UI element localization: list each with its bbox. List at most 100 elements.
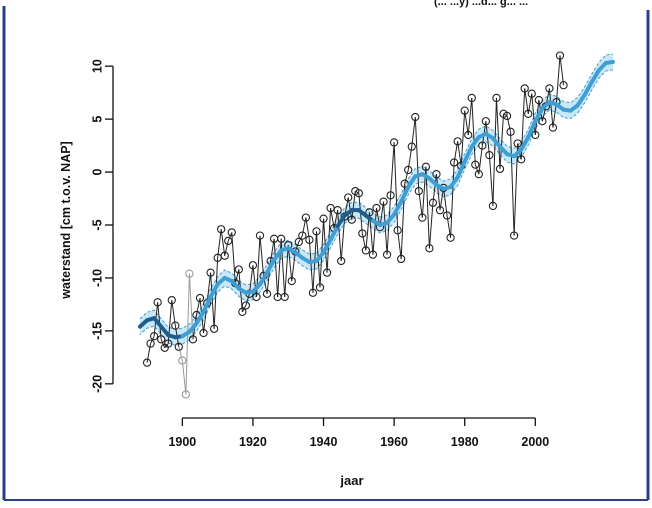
observed-point [287, 276, 296, 286]
observed-point [248, 261, 258, 270]
observed-line-segment [404, 169, 409, 184]
observed-line-segment [220, 229, 226, 256]
observed-point [280, 292, 289, 302]
observed-line-segment [164, 343, 169, 349]
observed-point [157, 335, 166, 344]
observed-point [559, 81, 568, 90]
observed-line-segment [460, 110, 466, 166]
observed-point [301, 213, 311, 222]
observed-point [305, 235, 314, 244]
band-upper-edge [139, 53, 614, 330]
observed-line-segment [308, 239, 314, 293]
observed-point [238, 307, 247, 316]
observed-point [382, 250, 392, 259]
trend-segment [406, 174, 418, 189]
observed-point [220, 251, 229, 260]
observed-line-segment [510, 131, 515, 236]
observed-line-segment [301, 217, 307, 236]
observed-point [485, 150, 494, 160]
observed-point [234, 265, 243, 274]
observed-point [488, 201, 498, 211]
observed-line-segment [414, 116, 420, 192]
observed-line-segment [425, 166, 430, 249]
observed-line-segment [252, 265, 257, 298]
observed-point [481, 117, 491, 126]
observed-line-segment [171, 300, 176, 326]
observed-line-segment [495, 97, 501, 169]
observed-point [298, 231, 307, 240]
observed-point [312, 227, 321, 236]
observed-point [531, 130, 540, 140]
x-tick-label-1900: 1900 [168, 435, 196, 449]
observed-point [534, 95, 543, 105]
observed-line-segment [478, 145, 483, 175]
observed-point [354, 189, 363, 198]
observed-line-segment [506, 115, 512, 132]
x-tick-label-1920: 1920 [239, 435, 267, 449]
observed-point [418, 213, 427, 222]
observed-point [167, 296, 176, 305]
observed-point [513, 139, 522, 148]
observed-point [474, 170, 483, 179]
observed-point [368, 250, 378, 259]
observed-line-segment [287, 245, 293, 282]
observed-line-segment [390, 142, 395, 196]
observed-line-segment [397, 230, 402, 259]
observed-line-segment [284, 245, 289, 298]
observed-line-segment [213, 257, 219, 329]
observed-point [344, 193, 353, 202]
observed-point [379, 197, 388, 206]
observed-line-segment [488, 155, 494, 206]
observed-line-segment [157, 302, 162, 340]
observed-point [347, 215, 356, 224]
observed-line-segment [337, 210, 342, 262]
trend-segment [533, 106, 545, 124]
trend-segment [258, 270, 270, 287]
observed-point [255, 231, 265, 240]
observed-point [252, 292, 261, 302]
trend-segment [335, 213, 347, 229]
observed-line-segment [485, 121, 490, 156]
observed-point [358, 229, 367, 238]
x-tick-label-1980: 1980 [451, 435, 479, 449]
y-tick-label-10: 10 [90, 59, 104, 73]
observed-point [467, 93, 476, 103]
observed-point [185, 269, 194, 278]
observed-line-segment [340, 216, 346, 262]
y-tick-label-5: 5 [90, 116, 104, 123]
trend-segment [328, 224, 340, 242]
observed-point [453, 137, 462, 146]
observed-point [149, 332, 159, 341]
observed-line-segment [541, 106, 547, 122]
observed-point [404, 165, 413, 175]
trend-segment [462, 144, 474, 164]
observed-point [199, 328, 208, 338]
observed-point [340, 212, 349, 221]
observed-point [495, 164, 505, 174]
observed-point [524, 109, 533, 118]
observed-line-segment [217, 229, 222, 258]
observed-point [509, 231, 519, 240]
observed-line-segment [227, 232, 233, 242]
observed-line-segment [435, 174, 441, 211]
observed-point [174, 342, 183, 351]
observed-point [171, 321, 180, 330]
observed-point [315, 283, 325, 292]
y-tick-label--20: -20 [90, 375, 104, 393]
x-tick-label-2000: 2000 [521, 435, 549, 449]
observed-line-segment [411, 116, 416, 147]
observed-point [425, 244, 434, 253]
observed-line-segment [277, 238, 282, 298]
observed-line-segment [294, 241, 300, 252]
trend-segment [575, 92, 587, 108]
trend-segment [589, 68, 601, 85]
observed-line-segment [499, 113, 505, 169]
observed-point [407, 142, 416, 151]
trend-segment [265, 257, 277, 275]
observed-point [333, 206, 342, 215]
observed-line-segment [273, 238, 279, 298]
x-tick-label-1960: 1960 [380, 435, 408, 449]
y-tick-label--5: -5 [90, 219, 104, 230]
